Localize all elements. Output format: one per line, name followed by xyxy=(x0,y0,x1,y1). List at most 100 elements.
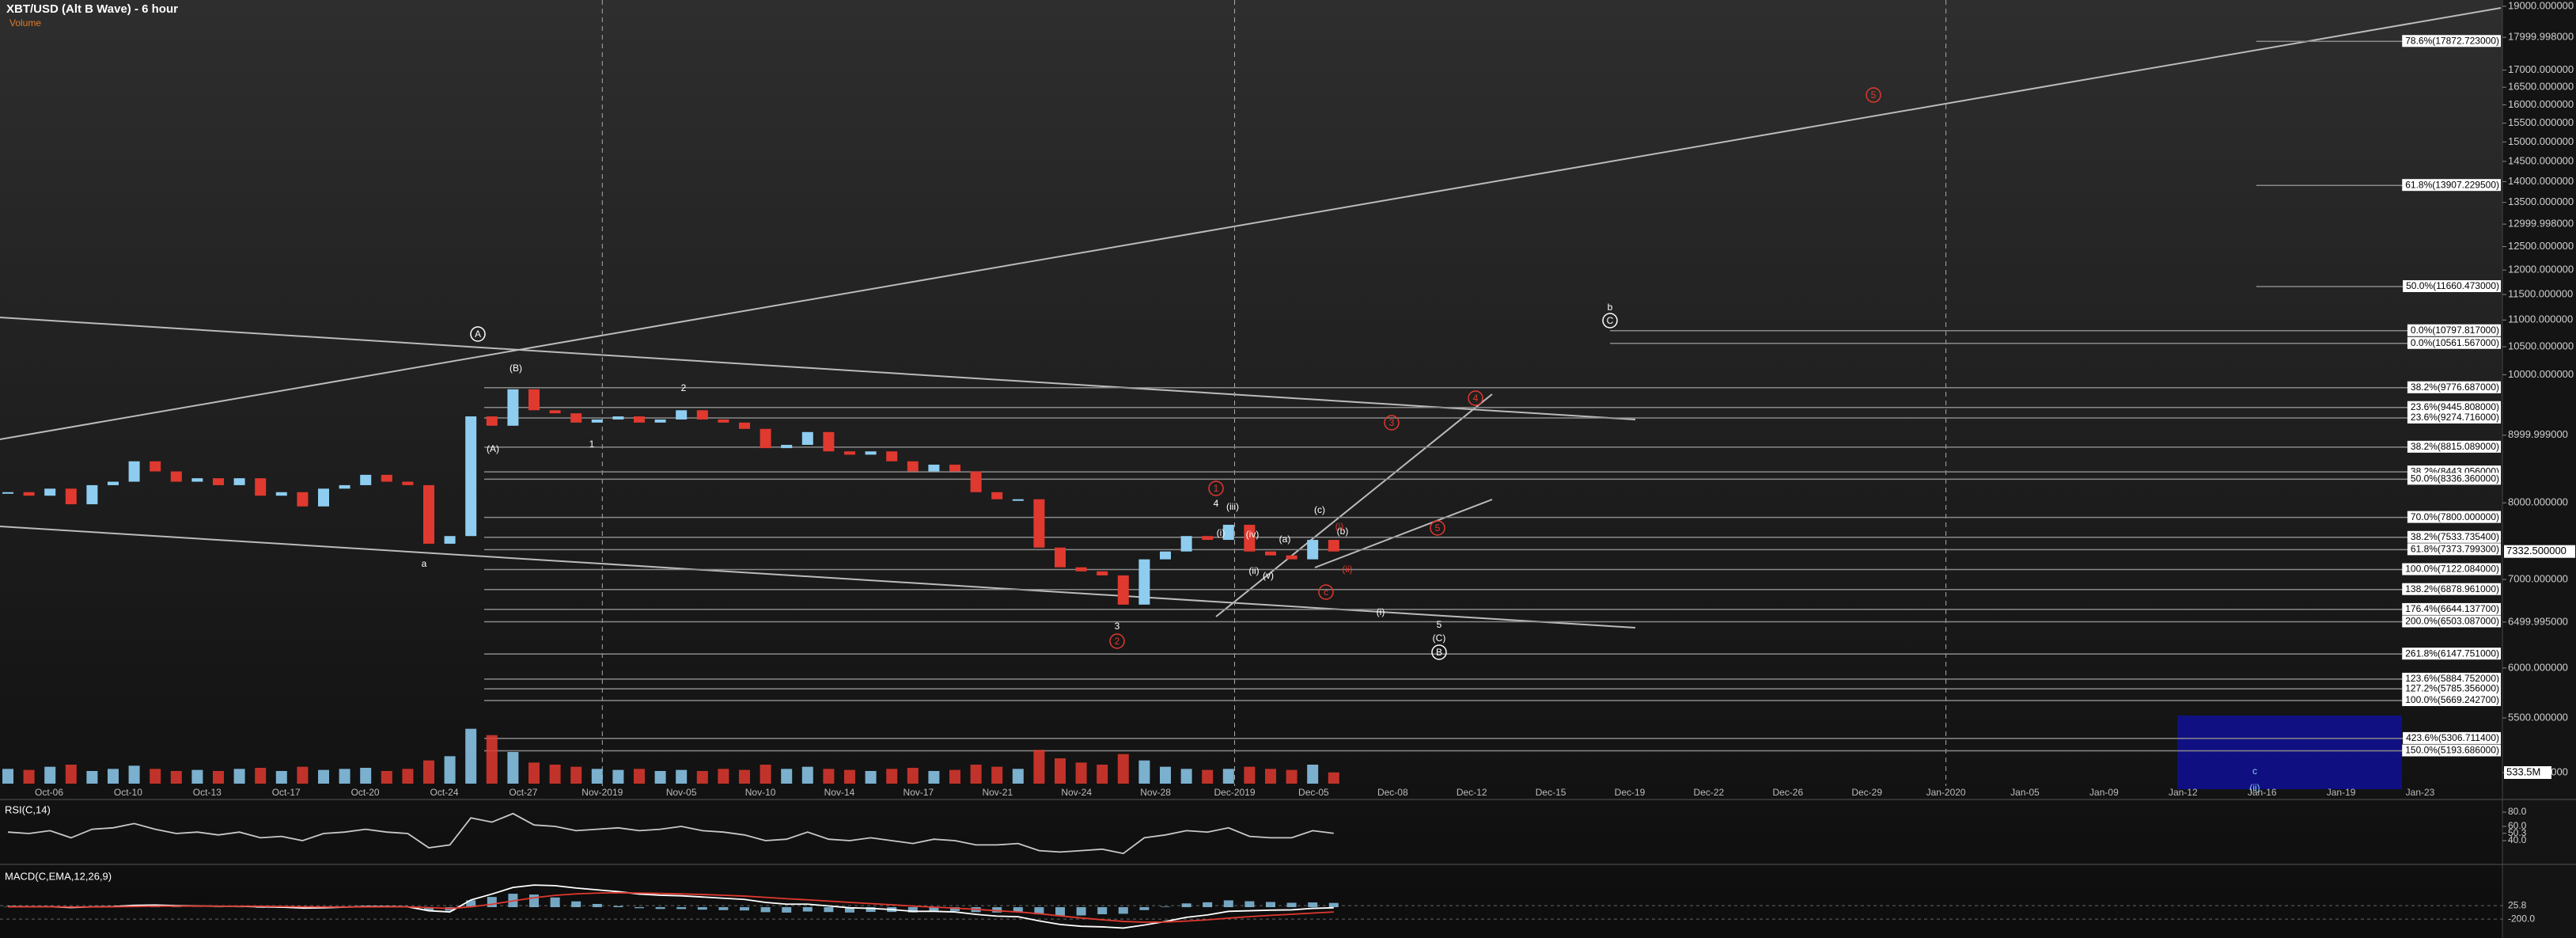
x-tick-label: Dec-15 xyxy=(1536,787,1566,798)
candle xyxy=(108,481,119,485)
volume-bar xyxy=(486,735,498,784)
candle xyxy=(907,461,919,472)
chart-title: XBT/USD (Alt B Wave) - 6 hour xyxy=(6,2,178,16)
y-tick-label: 10500.000000 xyxy=(2508,340,2574,351)
x-tick-label: Dec-2019 xyxy=(1214,787,1255,798)
x-tick-label: Dec-22 xyxy=(1694,787,1725,798)
macd-histogram-bar xyxy=(1118,907,1128,914)
y-tick-label: 12500.000000 xyxy=(2508,240,2574,252)
macd-histogram-bar xyxy=(1181,903,1191,908)
wave-label: 5 xyxy=(1435,522,1441,534)
wave-label: (B) xyxy=(510,363,522,374)
candle xyxy=(760,428,771,449)
volume-bar xyxy=(1012,769,1024,784)
x-tick-label: Nov-21 xyxy=(982,787,1013,798)
macd-tick-label: 25.8 xyxy=(2508,899,2527,910)
candle xyxy=(718,419,729,423)
trendline xyxy=(0,317,1636,420)
volume-bar xyxy=(191,769,203,784)
volume-bar xyxy=(23,769,35,784)
candle xyxy=(128,461,140,482)
fib-label: 200.0%(6503.087000) xyxy=(2405,616,2499,627)
volume-bar xyxy=(465,728,477,784)
y-tick-label: 14500.000000 xyxy=(2508,154,2574,166)
volume-bar xyxy=(1160,766,1171,784)
x-tick-label: Nov-28 xyxy=(1140,787,1171,798)
macd-histogram-bar xyxy=(824,907,834,913)
fib-label-box xyxy=(2402,672,2501,685)
wave-label: 3 xyxy=(1389,417,1395,428)
volume-bar xyxy=(423,760,434,784)
fib-label-box xyxy=(2407,324,2501,336)
trendline xyxy=(0,526,1636,628)
macd-title: MACD(C,EMA,12,26,9) xyxy=(5,870,112,882)
candle xyxy=(1180,536,1192,552)
candle xyxy=(381,474,392,482)
volume-bar xyxy=(907,768,919,784)
x-tick-label: Oct-24 xyxy=(430,787,458,798)
macd-histogram-bar xyxy=(592,903,602,908)
volume-bar xyxy=(570,766,582,784)
x-tick-label: Dec-26 xyxy=(1772,787,1803,798)
wave-label: (ii) xyxy=(1342,564,1352,575)
macd-histogram-bar xyxy=(782,907,792,913)
macd-histogram-bar xyxy=(907,907,918,913)
volume-bar xyxy=(213,771,224,784)
wave-label-circle xyxy=(1866,87,1881,103)
fib-label: 38.2%(9776.687000) xyxy=(2411,382,2499,393)
fib-label: 38.2%(8815.089000) xyxy=(2411,441,2499,452)
candle xyxy=(886,451,898,461)
candle xyxy=(444,536,456,544)
fib-label: 23.6%(9274.716000) xyxy=(2411,412,2499,423)
y-tick-label: 6000.000000 xyxy=(2508,661,2568,673)
volume-bar xyxy=(507,752,519,784)
fib-label: 127.2%(5785.356000) xyxy=(2405,682,2499,693)
candle xyxy=(676,410,688,420)
macd-histogram-bar xyxy=(1076,907,1086,916)
fib-label-box xyxy=(2407,401,2501,413)
y-tick-label: 10000.000000 xyxy=(2508,368,2574,380)
volume-bar xyxy=(1097,765,1108,784)
candle xyxy=(949,465,960,472)
candle xyxy=(1055,547,1066,568)
y-tick-label: 6499.995000 xyxy=(2508,615,2568,627)
x-tick-label: Jan-05 xyxy=(2010,787,2040,798)
volume-bar xyxy=(381,771,392,784)
fib-label: 78.6%(17872.723000) xyxy=(2405,35,2499,46)
candle xyxy=(1075,567,1087,572)
last-price-label: 7332.500000 xyxy=(2506,545,2567,556)
candle xyxy=(696,410,708,420)
fib-label-box xyxy=(2403,731,2501,744)
fib-label: 0.0%(10797.817000) xyxy=(2411,325,2499,336)
volume-bar xyxy=(991,766,1003,784)
volume-bar xyxy=(65,765,77,784)
volume-bar xyxy=(128,765,140,784)
volume-bar xyxy=(654,771,666,784)
y-tick-label: 8000.000000 xyxy=(2508,496,2568,508)
fib-label-box xyxy=(2402,602,2501,615)
volume-bar xyxy=(591,769,603,784)
macd-histogram-bar xyxy=(718,907,729,910)
wave-label: (C) xyxy=(1433,632,1446,644)
fib-label-box xyxy=(2407,336,2501,349)
volume-bar xyxy=(44,766,56,784)
volume-bar xyxy=(970,765,982,784)
target-box xyxy=(2177,716,2402,789)
x-tick-label: Oct-13 xyxy=(193,787,222,798)
candle xyxy=(2,492,13,494)
wave-label: A xyxy=(475,328,481,340)
volume-bar xyxy=(297,766,309,784)
macd-histogram-bar xyxy=(571,901,581,908)
volume-bar xyxy=(718,769,729,784)
macd-histogram-bar xyxy=(1097,907,1108,915)
y-tick-label: 16500.000000 xyxy=(2508,81,2574,93)
candle xyxy=(970,471,982,492)
volume-bar xyxy=(275,771,287,784)
rsi-line xyxy=(7,812,1334,855)
y-tick-label: 12000.000000 xyxy=(2508,264,2574,275)
wave-label: (iv) xyxy=(1246,529,1260,540)
volume-bar xyxy=(360,768,372,784)
trendline xyxy=(1215,393,1493,617)
wave-label: (ii) xyxy=(2249,782,2260,793)
candle xyxy=(1244,524,1256,552)
